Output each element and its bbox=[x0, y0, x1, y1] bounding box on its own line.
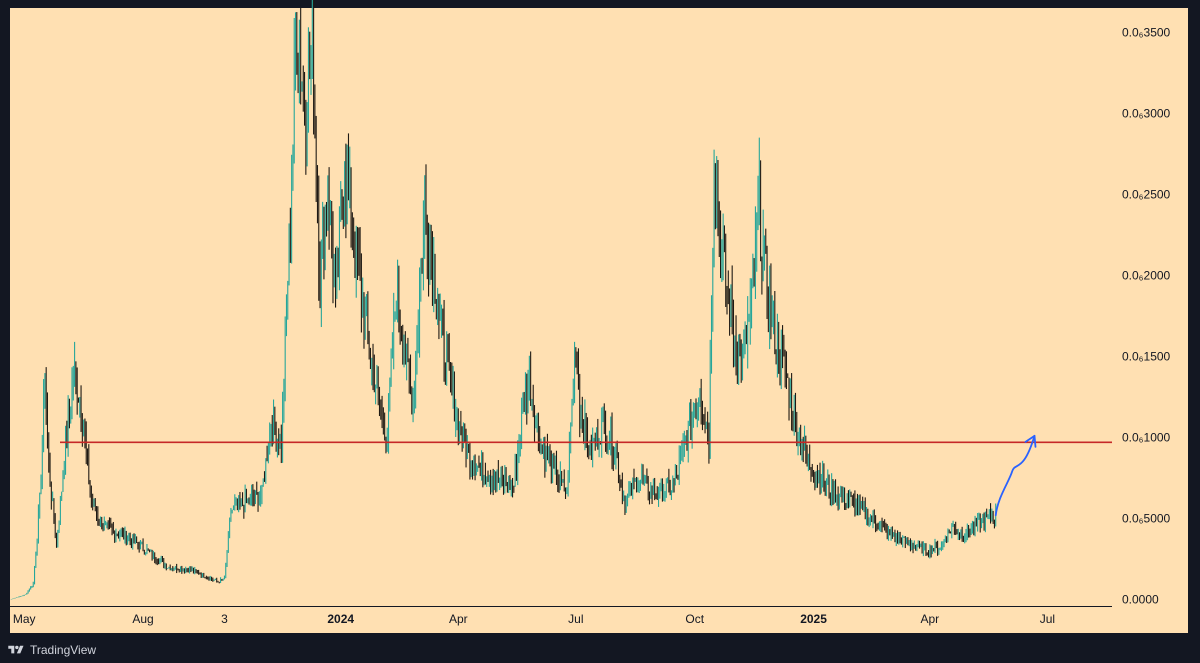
y-tick-label: 0.0₆3000 bbox=[1122, 106, 1171, 120]
y-axis-ticks: 0.0₆3500 0.0₆3000 0.0₆2500 0.0₆2000 0.0₆1500… bbox=[1122, 25, 1171, 606]
y-tick-label: 0.0₆2000 bbox=[1122, 268, 1171, 282]
y-tick-label: 0.0₆3500 bbox=[1122, 25, 1171, 39]
y-tick-label: 0.0000 bbox=[1122, 593, 1159, 607]
x-axis-panel bbox=[10, 606, 1188, 633]
tradingview-logo-icon bbox=[8, 645, 24, 654]
x-tick-label: Jul bbox=[1040, 612, 1055, 626]
x-axis-ticks: May Aug 3 2024 Apr Jul Oct 2025 Apr Jul bbox=[13, 612, 1055, 626]
y-tick-label: 0.0₆2500 bbox=[1122, 187, 1171, 201]
annotations-layer bbox=[994, 434, 1037, 517]
x-tick-label: Apr bbox=[920, 612, 939, 626]
y-tick-label: 0.0₆5000 bbox=[1122, 511, 1171, 525]
x-tick-label: Oct bbox=[685, 612, 704, 626]
x-tick-label: Apr bbox=[449, 612, 468, 626]
y-tick-label: 0.0₆1000 bbox=[1122, 430, 1171, 444]
y-axis-panel bbox=[1112, 8, 1188, 606]
y-tick-label: 0.0₆1500 bbox=[1122, 349, 1171, 363]
candles-layer bbox=[10, 0, 997, 600]
x-tick-label: 2024 bbox=[327, 612, 354, 626]
x-tick-label: Jul bbox=[568, 612, 583, 626]
x-tick-label: May bbox=[13, 612, 36, 626]
x-tick-label: 2025 bbox=[800, 612, 827, 626]
projection-arrow-head bbox=[1024, 434, 1037, 448]
x-tick-label: Aug bbox=[132, 612, 153, 626]
x-tick-label: 3 bbox=[221, 612, 228, 626]
plot-background bbox=[10, 8, 1112, 606]
brand-name: TradingView bbox=[30, 643, 97, 657]
tradingview-brand[interactable]: TradingView bbox=[8, 641, 96, 659]
projection-arrow[interactable] bbox=[994, 434, 1036, 517]
